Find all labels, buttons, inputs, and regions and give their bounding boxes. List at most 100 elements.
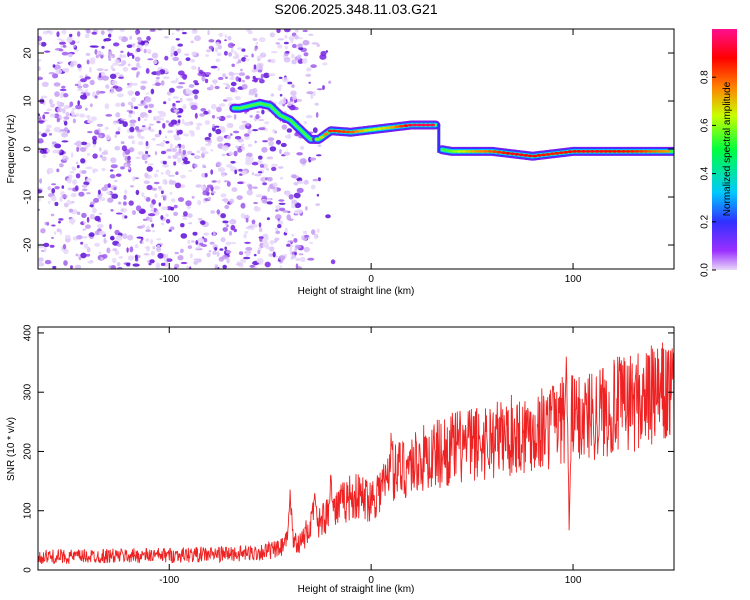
noise-blob — [76, 146, 80, 152]
noise-blob — [115, 112, 121, 118]
noise-blob — [38, 76, 44, 81]
noise-blob — [200, 108, 207, 112]
noise-blob — [155, 169, 159, 173]
noise-blob — [213, 185, 221, 190]
noise-blob — [183, 160, 191, 165]
noise-blob — [220, 213, 227, 219]
noise-blob — [291, 84, 295, 88]
noise-blob — [109, 91, 116, 94]
noise-blob — [151, 137, 156, 141]
noise-blob — [183, 121, 191, 126]
noise-blob — [186, 150, 193, 155]
noise-blob — [222, 227, 228, 232]
noise-blob — [146, 36, 151, 41]
ridge-core — [647, 150, 653, 153]
noise-blob — [121, 214, 125, 220]
noise-blob — [240, 143, 245, 147]
noise-blob — [261, 177, 264, 182]
noise-blob — [51, 183, 56, 186]
noise-blob — [131, 140, 136, 145]
noise-blob — [217, 44, 223, 50]
noise-blob — [59, 196, 63, 202]
noise-blob — [229, 76, 235, 81]
noise-blob — [96, 224, 104, 229]
noise-blob — [176, 85, 184, 89]
noise-blob — [162, 76, 170, 80]
noise-blob — [208, 39, 215, 43]
noise-blob — [143, 101, 147, 107]
noise-blob — [97, 193, 102, 200]
noise-blob — [117, 266, 123, 269]
noise-blob — [86, 253, 91, 257]
noise-blob — [235, 145, 240, 149]
noise-blob — [257, 171, 263, 174]
noise-blob — [148, 109, 152, 114]
noise-blob — [276, 29, 281, 34]
noise-blob — [85, 166, 93, 170]
noise-blob — [259, 164, 265, 168]
noise-blob — [168, 174, 175, 177]
noise-blob — [143, 48, 147, 54]
noise-blob — [257, 119, 265, 121]
noise-blob — [38, 189, 43, 194]
noise-blob — [117, 126, 121, 133]
noise-blob — [115, 212, 123, 215]
noise-blob — [197, 237, 205, 243]
ridge-core — [323, 132, 329, 136]
noise-blob — [225, 164, 233, 168]
noise-blob — [267, 198, 272, 201]
noise-blob — [195, 126, 200, 131]
noise-blob — [50, 103, 56, 108]
noise-blob — [260, 73, 264, 80]
noise-blob — [144, 154, 149, 160]
noise-blob — [183, 133, 190, 137]
noise-blob — [217, 179, 221, 184]
noise-blob — [253, 253, 257, 257]
noise-blob — [53, 231, 57, 235]
noise-blob — [79, 75, 84, 79]
noise-blob — [59, 88, 67, 92]
noise-blob — [225, 96, 233, 102]
noise-blob — [173, 161, 177, 166]
noise-blob — [252, 38, 258, 41]
noise-blob — [122, 66, 129, 72]
noise-blob — [274, 237, 280, 241]
noise-blob — [197, 258, 202, 263]
noise-blob — [50, 195, 57, 202]
noise-blob — [163, 101, 167, 105]
noise-blob — [174, 263, 180, 269]
noise-blob — [244, 231, 249, 234]
noise-blob — [233, 150, 238, 157]
noise-blob — [44, 246, 47, 253]
noise-blob — [154, 133, 161, 138]
noise-blob — [126, 162, 131, 167]
noise-blob — [295, 263, 299, 269]
noise-blob — [90, 116, 97, 121]
noise-blob — [127, 155, 131, 161]
noise-blob — [244, 58, 250, 61]
noise-blob — [144, 42, 149, 47]
noise-blob — [67, 36, 73, 40]
noise-blob — [39, 149, 47, 154]
noise-blob — [122, 233, 128, 240]
noise-blob — [163, 195, 167, 201]
noise-blob — [175, 77, 179, 82]
noise-blob — [123, 201, 127, 206]
noise-blob — [57, 38, 62, 41]
noise-blob — [205, 54, 210, 57]
noise-blob — [199, 113, 206, 117]
noise-blob — [217, 76, 224, 81]
noise-blob — [135, 156, 141, 159]
noise-blob — [297, 54, 302, 59]
noise-blob — [140, 80, 148, 84]
noise-blob — [70, 152, 74, 158]
noise-blob — [89, 79, 95, 86]
noise-blob — [51, 236, 54, 239]
spectrogram-x-tick-label: 0 — [368, 274, 374, 285]
noise-blob — [238, 72, 246, 76]
noise-blob — [271, 166, 277, 172]
noise-blob — [217, 67, 220, 71]
noise-blob — [294, 247, 298, 252]
noise-blob — [264, 261, 271, 268]
noise-blob — [92, 153, 98, 159]
